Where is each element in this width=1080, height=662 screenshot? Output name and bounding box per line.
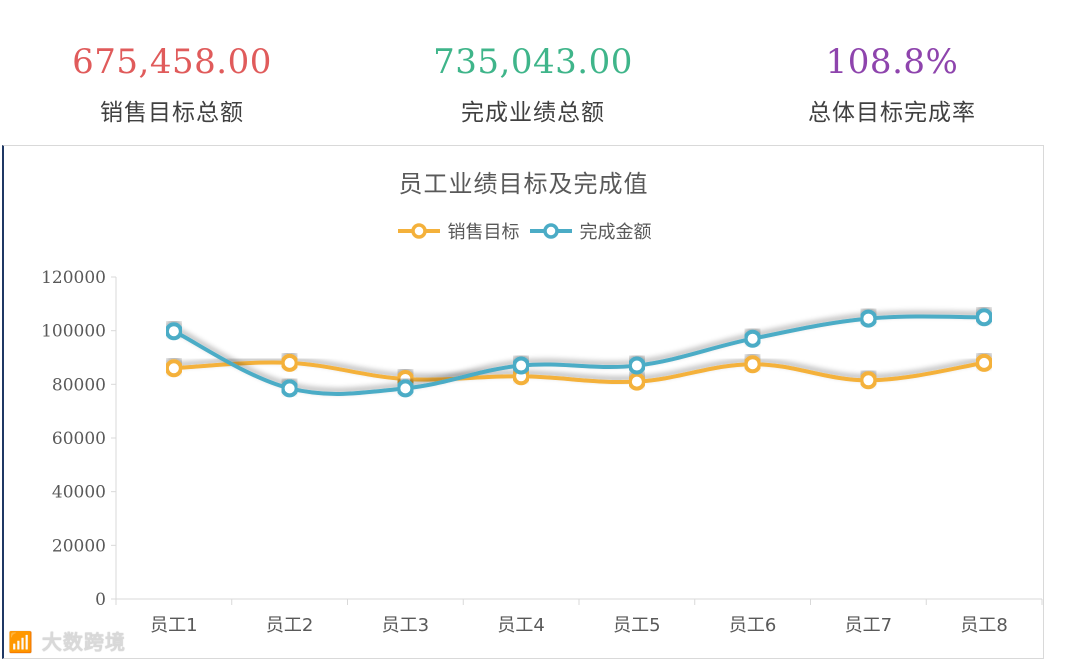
x-tick-label: 员工8 bbox=[960, 615, 1007, 636]
kpi-sales-target-value: 675,458.00 bbox=[72, 42, 272, 82]
y-tick-label: 20000 bbox=[52, 536, 106, 556]
y-tick-label: 80000 bbox=[52, 375, 106, 395]
data-point-completed bbox=[859, 309, 878, 328]
chart-container: 员工业绩目标及完成值 销售目标 完成金额 0 20000 40000 60000 800… bbox=[2, 145, 1044, 659]
x-tick-label: 员工3 bbox=[382, 615, 429, 636]
x-tick-label: 员工1 bbox=[150, 615, 197, 636]
kpi-completed-total: 735,043.00 完成业绩总额 bbox=[383, 40, 683, 128]
legend-item-completed[interactable]: 完成金额 bbox=[528, 218, 652, 244]
y-tick-label: 0 bbox=[95, 590, 106, 610]
data-point-target bbox=[164, 359, 183, 378]
legend-label-completed: 完成金额 bbox=[579, 222, 652, 243]
kpi-completion-rate-value: 108.8% bbox=[825, 42, 959, 82]
legend-item-target[interactable]: 销售目标 bbox=[396, 218, 520, 244]
data-point-completed bbox=[280, 379, 299, 398]
kpi-completion-rate-label: 总体目标完成率 bbox=[808, 100, 976, 126]
kpi-completion-rate: 108.8% 总体目标完成率 bbox=[742, 40, 1042, 128]
y-tick-label: 120000 bbox=[41, 268, 106, 288]
data-point-target bbox=[627, 372, 646, 391]
x-tick-label: 员工2 bbox=[266, 615, 313, 636]
line-chart-plot: 0 20000 40000 60000 80000 100000 120000 员工1 员工2 员… bbox=[41, 268, 1043, 636]
data-point-completed bbox=[164, 322, 183, 341]
data-point-completed bbox=[627, 356, 646, 375]
data-point-target bbox=[280, 353, 299, 372]
y-tick-label: 100000 bbox=[41, 322, 106, 342]
data-point-completed bbox=[396, 379, 415, 398]
watermark-icon: 📶 bbox=[8, 630, 34, 654]
data-point-completed bbox=[975, 308, 994, 327]
chart-legend: 销售目标 完成金额 bbox=[4, 218, 1043, 244]
series-line-target bbox=[171, 360, 987, 385]
data-point-completed bbox=[512, 356, 531, 375]
kpi-completed-label: 完成业绩总额 bbox=[461, 100, 605, 126]
x-tick-label: 员工7 bbox=[845, 615, 892, 636]
data-point-target bbox=[743, 355, 762, 374]
legend-label-target: 销售目标 bbox=[447, 222, 520, 243]
watermark-logo: 📶 大数跨境 bbox=[8, 626, 126, 655]
legend-swatch-target bbox=[397, 223, 440, 239]
kpi-sales-target-total: 675,458.00 销售目标总额 bbox=[22, 40, 322, 128]
chart-title: 员工业绩目标及完成值 bbox=[398, 170, 649, 198]
watermark-text: 大数跨境 bbox=[41, 630, 126, 654]
legend-swatch-completed bbox=[529, 223, 572, 239]
y-tick-label: 60000 bbox=[52, 429, 106, 449]
data-point-target bbox=[975, 353, 994, 372]
data-point-target bbox=[859, 371, 878, 390]
data-point-completed bbox=[743, 329, 762, 348]
kpi-completed-value: 735,043.00 bbox=[433, 42, 633, 82]
y-tick-label: 40000 bbox=[52, 483, 106, 503]
x-tick-label: 员工4 bbox=[497, 615, 544, 636]
x-tick-label: 员工5 bbox=[613, 615, 660, 636]
x-tick-label: 员工6 bbox=[729, 615, 776, 636]
kpi-sales-target-label: 销售目标总额 bbox=[100, 100, 244, 126]
